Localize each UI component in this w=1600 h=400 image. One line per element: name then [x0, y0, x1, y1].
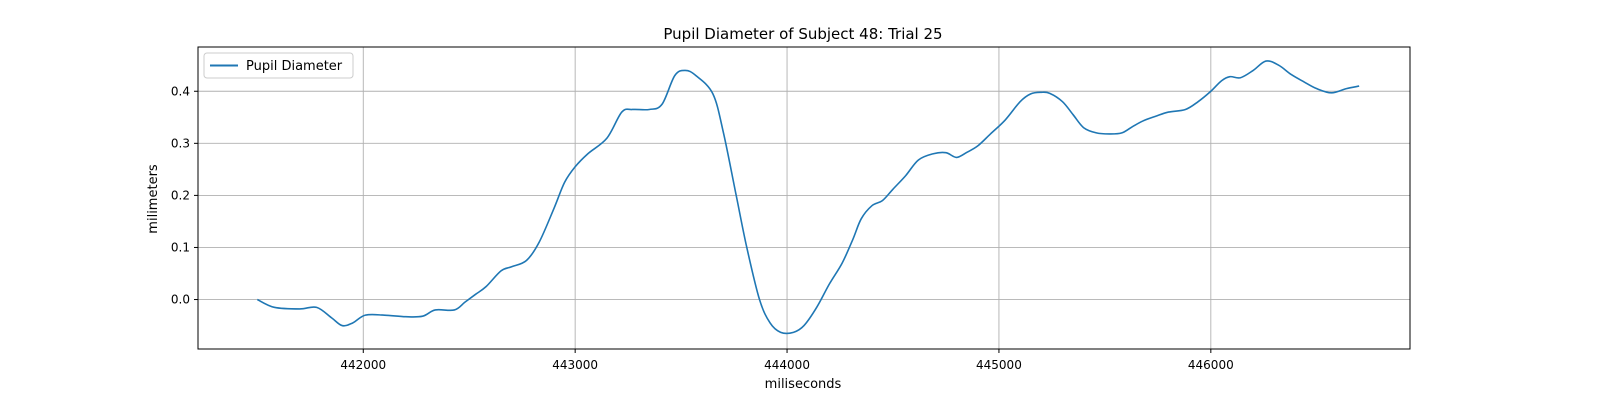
x-tick-label: 445000 [976, 358, 1022, 372]
x-axis: 442000 443000 444000 445000 446000 [340, 349, 1234, 372]
chart-title: Pupil Diameter of Subject 48: Trial 25 [663, 25, 942, 43]
series-line-pupil-diameter [256, 60, 1360, 335]
x-tick-label: 443000 [552, 358, 598, 372]
x-tick-label: 446000 [1188, 358, 1234, 372]
legend-box [203, 52, 354, 79]
y-tick-label: 0.3 [171, 136, 190, 150]
x-tick-label: 444000 [764, 358, 810, 372]
y-axis: 0.0 0.1 0.2 0.3 0.4 [171, 84, 198, 307]
legend: Pupil Diameter [203, 52, 354, 79]
x-tick-label: 442000 [340, 358, 386, 372]
y-tick-label: 0.4 [171, 84, 190, 98]
y-tick-label: 0.2 [171, 188, 190, 202]
y-tick-label: 0.1 [171, 240, 190, 254]
x-axis-label: miliseconds [765, 377, 842, 392]
y-axis-label: milimeters [146, 164, 161, 234]
legend-label: Pupil Diameter [246, 59, 343, 74]
grid [198, 47, 1410, 349]
series-layer [256, 60, 1360, 335]
y-tick-label: 0.0 [171, 293, 190, 307]
plot-area [197, 46, 1411, 350]
